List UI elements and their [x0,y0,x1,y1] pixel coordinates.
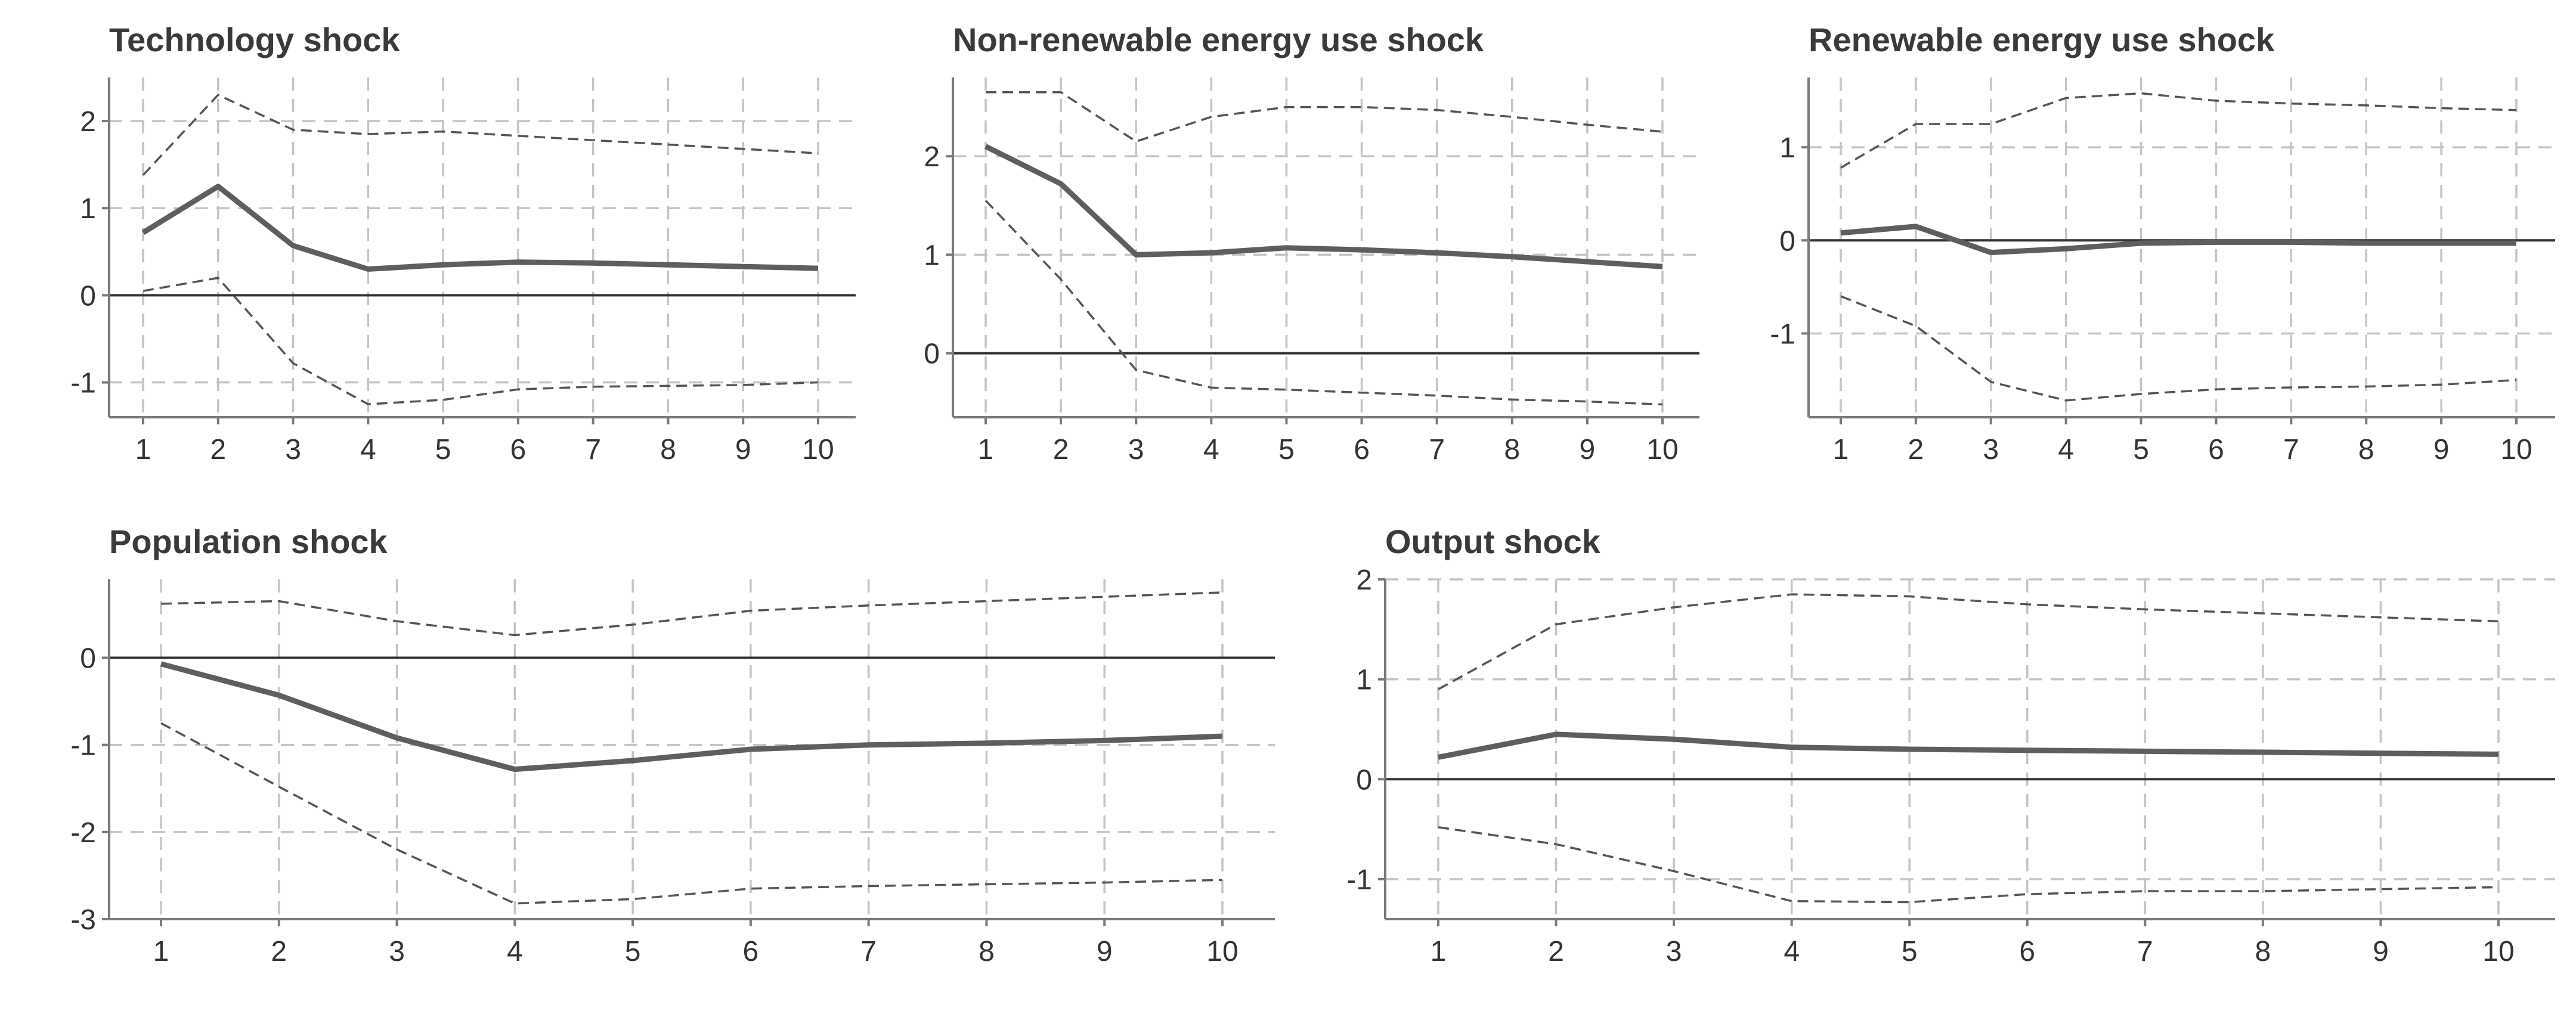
panel-population-shock: Population shock 0 -1 -2 -3 1 2 3 4 5 6 7 8 9 10 [70,523,1275,967]
x-tick-label: 4 [1784,936,1800,967]
y-tick-label: 2 [80,106,96,138]
y-tick-label: -1 [1346,864,1372,896]
x-tick-label: 1 [1833,434,1849,466]
y-tick-label: 1 [80,193,96,225]
x-tick-label: 3 [389,936,405,967]
x-tick-label: 5 [2133,434,2149,466]
x-tick-label: 5 [435,434,451,466]
x-tick-label: 5 [625,936,641,967]
x-tick-label: 10 [1646,434,1678,466]
y-tick-label: 2 [924,141,940,173]
x-tick-label: 2 [271,936,287,967]
x-tick-label: 8 [979,936,995,967]
panel-output-shock: Output shock 210-11 2 3 4 5 6 7 8 9 10 [1346,523,2555,967]
panel-title: Output shock [1385,523,1601,560]
x-tick-label: 6 [510,434,527,466]
y-tick-label: -1 [70,368,96,399]
x-tick-label: 9 [2433,434,2450,466]
upper-band-line [142,94,819,176]
x-tick-label: 6 [2019,936,2035,967]
x-tick-label: 6 [743,936,759,967]
x-tick-label: 5 [1278,434,1295,466]
x-tick-label: 2 [1908,434,1924,466]
x-tick-label: 4 [1203,434,1219,466]
y-tick-label: -1 [1770,318,1795,350]
upper-band-line [1438,593,2499,690]
upper-band-line [160,591,1223,637]
impulse-response-line [141,184,819,272]
impulse-response-line [160,661,1223,772]
panel-title: Population shock [109,523,388,560]
x-tick-label: 3 [1128,434,1144,466]
x-tick-label: 4 [2058,434,2074,466]
x-tick-label: 1 [1431,936,1447,967]
x-tick-label: 2 [210,434,226,466]
y-tick-label: 0 [1356,764,1372,796]
x-tick-label: 9 [735,434,751,466]
y-tick-label: 0 [1779,225,1795,257]
x-tick-label: 7 [1429,434,1445,466]
x-tick-label: 10 [1206,936,1238,967]
x-tick-label: 9 [1097,936,1113,967]
y-tick-label: -3 [70,904,96,936]
y-tick-label: 1 [924,240,940,271]
lower-band-line [143,277,819,405]
x-tick-label: 1 [135,434,151,466]
x-tick-label: 10 [802,434,834,466]
upper-band-line [1840,92,2517,169]
panel-technology-shock: Technology shock 210-11 2 3 4 5 6 7 8 9 10 [70,21,856,466]
y-tick-label: 0 [80,280,96,312]
panel-title: Non-renewable energy use shock [953,21,1484,58]
impulse-response-line [984,144,1663,269]
x-tick-label: 3 [285,434,301,466]
x-tick-label: 9 [1580,434,1596,466]
lower-band-line [160,722,1223,905]
x-tick-label: 2 [1548,936,1564,967]
x-tick-label: 10 [2500,434,2532,466]
x-tick-label: 3 [1983,434,1999,466]
x-tick-label: 7 [2283,434,2299,466]
x-tick-label: 8 [1504,434,1520,466]
lower-band-line [1840,295,2517,402]
x-tick-label: 6 [2208,434,2224,466]
y-tick-label: 1 [1356,665,1372,696]
y-tick-label: 1 [1779,132,1795,164]
x-tick-label: 10 [2482,936,2514,967]
y-tick-label: -1 [70,730,96,762]
x-tick-label: 3 [1666,936,1682,967]
panel-renewable-energy-use-shock: Renewable energy use shock 10-11 2 3 4 5 6 7 8 9… [1770,21,2555,466]
x-tick-label: 4 [507,936,523,967]
x-tick-label: 7 [2137,936,2153,967]
lower-band-line [984,200,1663,406]
y-tick-label: 0 [924,339,940,370]
panel-title: Technology shock [109,21,400,58]
x-tick-label: 9 [2373,936,2389,967]
y-tick-label: 0 [80,643,96,675]
x-tick-label: 1 [978,434,994,466]
x-tick-label: 1 [153,936,169,967]
x-tick-label: 7 [585,434,601,466]
x-tick-label: 6 [1354,434,1370,466]
x-tick-label: 7 [860,936,877,967]
y-tick-label: 2 [1356,564,1372,596]
lower-band-line [1438,826,2499,904]
x-tick-label: 8 [660,434,676,466]
x-tick-label: 4 [360,434,376,466]
x-tick-label: 2 [1053,434,1069,466]
x-tick-label: 8 [2255,936,2271,967]
impulse-response-line [1840,224,2516,256]
y-tick-label: -2 [70,817,96,849]
panel-title: Renewable energy use shock [1809,21,2275,58]
x-tick-label: 5 [1902,936,1918,967]
impulse-response-line [1438,731,2499,760]
upper-band-line [986,91,1663,143]
x-tick-label: 8 [2358,434,2374,466]
